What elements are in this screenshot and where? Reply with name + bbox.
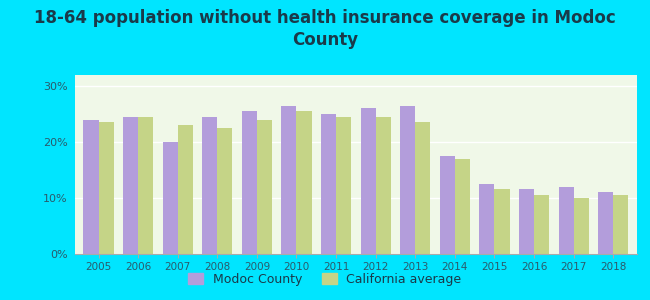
Bar [495,189,510,254]
Bar [558,187,574,254]
Bar [440,156,455,254]
Bar [281,106,296,254]
Bar [534,195,549,254]
Bar [202,117,217,254]
Bar [162,142,177,254]
Bar [519,189,534,254]
Bar [598,192,613,254]
Bar [296,111,311,254]
Bar [321,114,336,254]
Bar [242,111,257,254]
Bar [83,120,99,254]
Bar [99,122,114,254]
Bar [217,128,232,254]
Bar [123,117,138,254]
Bar [400,106,415,254]
Bar [574,198,589,254]
Bar [361,109,376,254]
Bar [376,117,391,254]
Bar [415,122,430,254]
Bar [455,159,470,254]
Bar [177,125,193,254]
Bar [480,184,495,254]
Text: 18-64 population without health insurance coverage in Modoc
County: 18-64 population without health insuranc… [34,9,616,49]
Bar [613,195,629,254]
Bar [138,117,153,254]
Bar [336,117,351,254]
Legend: Modoc County, California average: Modoc County, California average [183,268,467,291]
Bar [257,120,272,254]
